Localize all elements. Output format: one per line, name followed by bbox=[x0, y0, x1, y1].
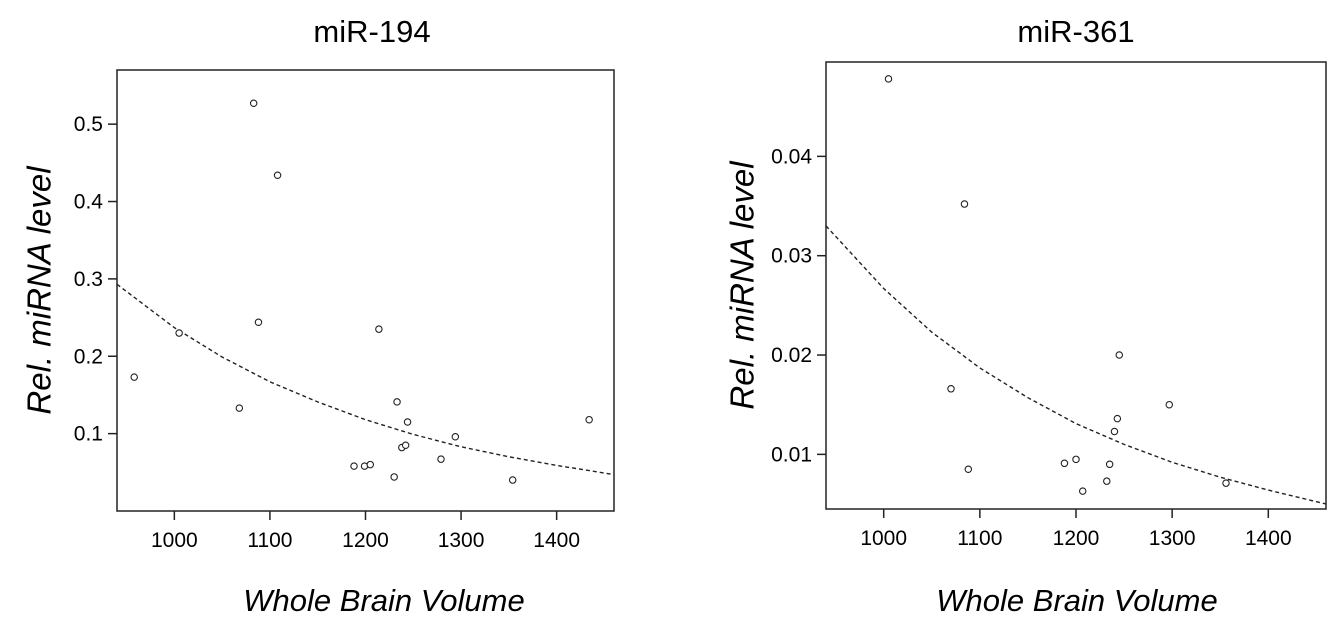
data-point bbox=[393, 398, 401, 406]
data-point bbox=[947, 385, 955, 393]
x-axis-label: Whole Brain Volume bbox=[936, 583, 1217, 618]
data-point bbox=[1103, 477, 1111, 485]
data-point bbox=[585, 415, 593, 424]
data-point bbox=[130, 373, 138, 381]
y-tick-label: 0.04 bbox=[771, 145, 812, 168]
x-tick-label: 1300 bbox=[438, 529, 485, 552]
x-tick-label: 1200 bbox=[1053, 527, 1100, 550]
data-point bbox=[366, 460, 375, 469]
y-tick-label: 0.2 bbox=[74, 345, 103, 368]
data-point bbox=[1165, 400, 1174, 409]
data-point bbox=[1105, 460, 1114, 469]
chart-panel-mir-194: miR-194 0.1 0.2 0.3 0.4 0.5 1000 1100 1200 1300 14… bbox=[0, 0, 640, 631]
data-point bbox=[175, 329, 183, 337]
x-tick-label: 1100 bbox=[247, 529, 292, 552]
fit-curve bbox=[117, 283, 614, 476]
chart-title: miR-194 bbox=[313, 14, 430, 49]
y-axis-label: Rel. miRNA level bbox=[21, 165, 58, 415]
data-point bbox=[960, 200, 969, 208]
y-tick-label: 0.4 bbox=[74, 191, 104, 214]
data-point bbox=[390, 473, 398, 481]
chart-title: miR-361 bbox=[1017, 14, 1134, 49]
x-tick-label: 1100 bbox=[957, 527, 1002, 550]
data-point bbox=[1115, 351, 1124, 359]
chart-mir-194: miR-194 0.1 0.2 0.3 0.4 0.5 1000 1100 1200 1300 14… bbox=[21, 14, 615, 618]
plot-frame bbox=[116, 69, 615, 512]
data-point bbox=[964, 465, 973, 474]
x-axis-label: Whole Brain Volume bbox=[243, 583, 524, 618]
data-point bbox=[1060, 459, 1069, 468]
data-point bbox=[254, 318, 263, 326]
chart-panel-mir-361: miR-361 0.01 0.02 0.03 0.04 1000 1100 1200 1300 1… bbox=[690, 0, 1331, 631]
data-point bbox=[437, 455, 445, 463]
y-tick-label: 0.02 bbox=[771, 344, 812, 367]
x-tick-label: 1300 bbox=[1149, 527, 1196, 550]
y-tick-label: 0.5 bbox=[74, 113, 103, 136]
y-axis-label: Rel. miRNA level bbox=[724, 160, 761, 410]
data-point bbox=[401, 441, 410, 449]
data-point bbox=[350, 462, 358, 470]
data-point bbox=[451, 432, 460, 441]
data-point bbox=[1078, 487, 1087, 495]
data-point bbox=[273, 171, 282, 179]
data-point bbox=[508, 476, 517, 484]
data-point bbox=[884, 75, 893, 83]
x-tick-label: 1200 bbox=[342, 529, 389, 552]
chart-mir-361: miR-361 0.01 0.02 0.03 0.04 1000 1100 1200 1300 1… bbox=[724, 14, 1327, 618]
y-tick-label: 0.3 bbox=[74, 268, 103, 291]
data-point bbox=[1072, 455, 1080, 464]
y-tick-label: 0.03 bbox=[771, 245, 812, 268]
fit-curve bbox=[826, 225, 1326, 505]
data-point bbox=[1110, 427, 1119, 436]
y-tick-label: 0.1 bbox=[74, 423, 103, 446]
y-tick-label: 0.01 bbox=[771, 443, 812, 466]
data-point bbox=[375, 325, 383, 333]
plot-frame bbox=[825, 61, 1327, 510]
x-tick-label: 1000 bbox=[860, 527, 907, 550]
data-point bbox=[249, 99, 258, 108]
data-point bbox=[1222, 479, 1230, 487]
x-tick-label: 1400 bbox=[1245, 527, 1292, 550]
data-point bbox=[235, 404, 244, 412]
x-tick-label: 1400 bbox=[533, 529, 580, 552]
data-point bbox=[403, 418, 412, 426]
data-point bbox=[1113, 414, 1122, 423]
x-tick-label: 1000 bbox=[151, 529, 198, 552]
